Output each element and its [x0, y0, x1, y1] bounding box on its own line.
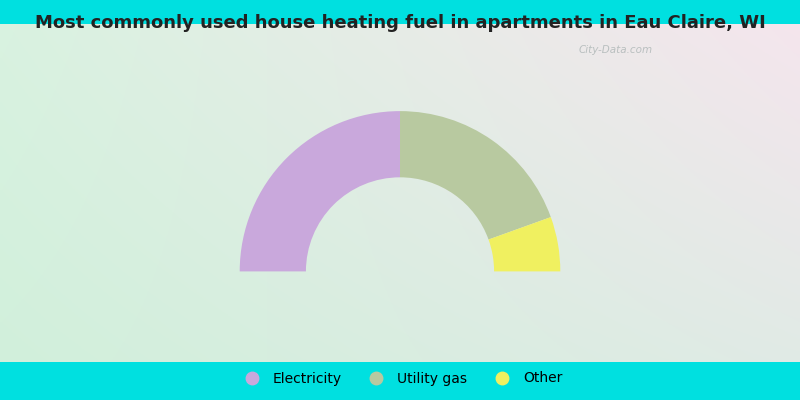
- Wedge shape: [400, 111, 551, 240]
- Legend: Electricity, Utility gas, Other: Electricity, Utility gas, Other: [232, 366, 568, 391]
- Text: City-Data.com: City-Data.com: [578, 45, 653, 55]
- Text: Most commonly used house heating fuel in apartments in Eau Claire, WI: Most commonly used house heating fuel in…: [34, 14, 766, 32]
- Wedge shape: [240, 111, 400, 272]
- Wedge shape: [489, 217, 560, 272]
